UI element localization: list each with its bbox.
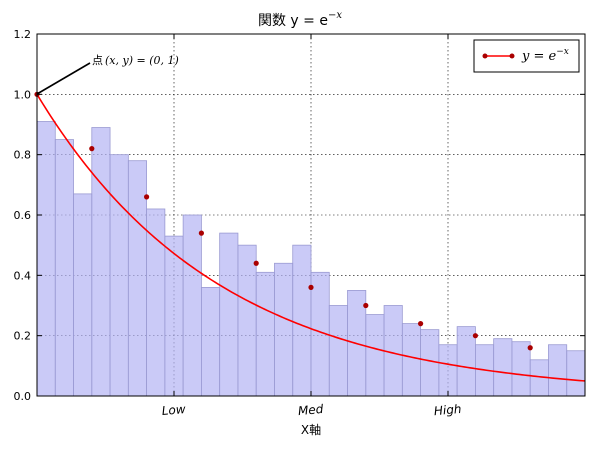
x-tick-label: High	[433, 402, 462, 418]
histogram-bar	[365, 314, 385, 397]
legend-marker-left	[482, 53, 488, 59]
histogram-bar	[511, 341, 531, 397]
histogram-bar	[182, 214, 202, 397]
histogram-bar	[255, 271, 275, 397]
histogram-bar	[566, 350, 586, 397]
histogram-bar	[54, 139, 74, 397]
histogram-bar	[401, 323, 422, 397]
grid-lines	[37, 34, 585, 396]
histogram-bars	[36, 121, 586, 397]
histogram-bar	[328, 305, 348, 397]
histogram-bar	[200, 286, 221, 397]
histogram-bar	[292, 244, 312, 397]
y-tick-label: 1.0	[14, 88, 32, 101]
series-point	[363, 302, 369, 309]
y-tick-label: 0.0	[14, 390, 32, 403]
histogram-bar	[493, 338, 513, 397]
histogram-bar	[146, 208, 166, 397]
series-point	[527, 345, 533, 351]
series-point	[89, 146, 95, 152]
annotation-math: (x, y) = (0, 1)	[105, 54, 179, 67]
series-point	[472, 333, 478, 339]
series-curve	[36, 93, 586, 382]
chart-title: 関数 y = e−x	[258, 10, 342, 29]
series-point	[418, 321, 424, 327]
y-tick-label: 0.4	[14, 269, 32, 282]
histogram-bar	[548, 344, 568, 397]
histogram-bar	[127, 160, 147, 397]
histogram-bar	[36, 121, 56, 397]
histogram-bar	[73, 193, 93, 397]
series-point	[308, 284, 314, 290]
histogram-bar	[438, 344, 458, 397]
legend-label: y = e−x	[521, 47, 569, 64]
x-axis-ticks: Low Med High	[161, 34, 462, 418]
histogram-bar	[456, 326, 476, 397]
series-point	[253, 260, 259, 266]
y-tick-label: 0.6	[14, 209, 32, 222]
histogram-bar	[274, 262, 294, 397]
y-tick-label: 0.8	[14, 149, 32, 162]
histogram-bar	[109, 154, 129, 397]
annotation-prefix: 点	[92, 54, 103, 67]
histogram-bar	[219, 232, 239, 397]
series-markers	[34, 91, 533, 351]
series-line	[36, 93, 586, 382]
legend-label-main: y = e	[521, 49, 557, 64]
chart-title-superscript: −x	[328, 10, 342, 21]
x-tick-label: Low	[161, 402, 186, 418]
x-axis-title: X軸	[301, 423, 321, 437]
y-axis-ticks: 0.0 0.2 0.4 0.6 0.8 1.0 1.2	[14, 28, 585, 403]
chart-title-main: 関数 y = e	[258, 13, 328, 29]
legend-marker-right	[509, 53, 515, 59]
histogram-bar	[91, 127, 111, 397]
legend: y = e−x	[473, 39, 580, 73]
y-tick-label: 1.2	[14, 28, 32, 41]
histogram-bar	[237, 244, 257, 397]
annotation: 点 (x, y) = (0, 1)	[36, 54, 179, 95]
series-point	[198, 230, 204, 236]
annotation-text: 点 (x, y) = (0, 1)	[92, 54, 179, 67]
annotation-arrow	[36, 62, 91, 95]
series-point	[144, 194, 150, 200]
x-tick-label: Med	[297, 402, 324, 418]
y-tick-label: 0.2	[14, 330, 32, 343]
legend-label-superscript: −x	[556, 47, 569, 57]
histogram-bar	[164, 235, 184, 397]
